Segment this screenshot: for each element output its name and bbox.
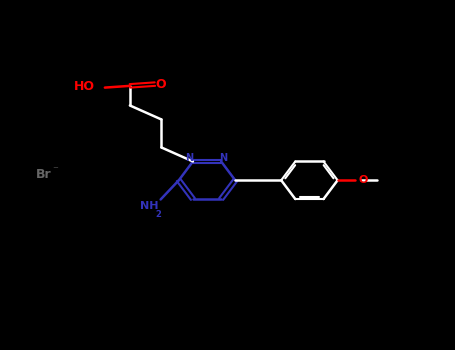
Text: N: N bbox=[185, 153, 193, 163]
Text: ⁻: ⁻ bbox=[53, 165, 58, 175]
Text: N: N bbox=[219, 153, 228, 163]
Text: O: O bbox=[359, 175, 368, 185]
Text: HO: HO bbox=[74, 80, 95, 93]
Text: O: O bbox=[156, 78, 166, 91]
Text: NH: NH bbox=[140, 201, 158, 211]
Text: Br: Br bbox=[35, 168, 51, 182]
Text: 2: 2 bbox=[156, 210, 161, 219]
